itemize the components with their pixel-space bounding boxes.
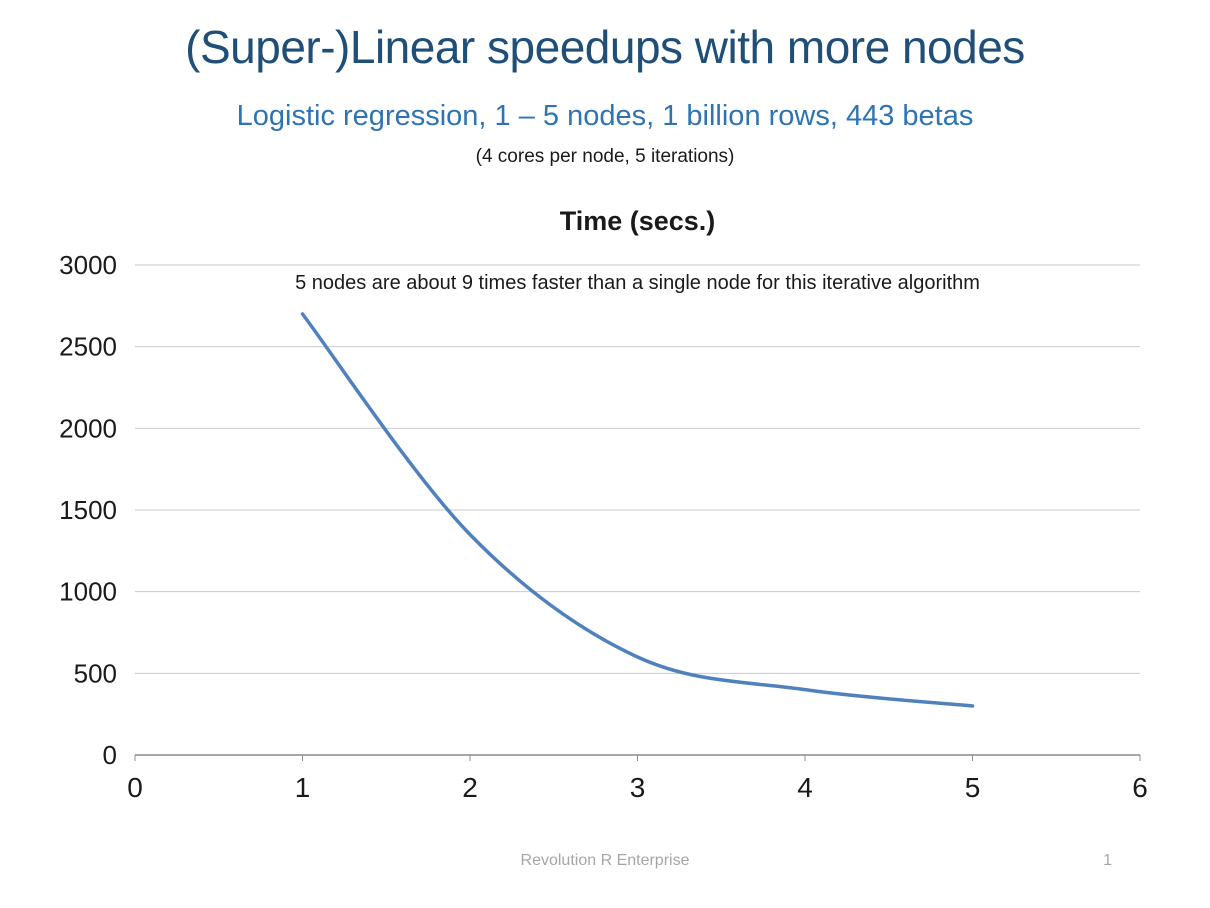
svg-text:2500: 2500 bbox=[59, 332, 117, 362]
svg-text:1500: 1500 bbox=[59, 495, 117, 525]
svg-text:500: 500 bbox=[74, 658, 117, 688]
svg-text:2000: 2000 bbox=[59, 413, 117, 443]
svg-text:3: 3 bbox=[630, 772, 646, 803]
slide-title: (Super-)Linear speedups with more nodes bbox=[185, 21, 1025, 73]
footer-text: Revolution R Enterprise bbox=[520, 852, 690, 869]
chart-annotation: 5 nodes are about 9 times faster than a … bbox=[295, 272, 980, 294]
svg-text:5: 5 bbox=[965, 772, 981, 803]
svg-text:4: 4 bbox=[797, 772, 813, 803]
chart-title: Time (secs.) bbox=[559, 206, 716, 236]
svg-text:2: 2 bbox=[462, 772, 478, 803]
page-number: 1 bbox=[1103, 852, 1112, 869]
svg-text:1000: 1000 bbox=[59, 577, 117, 607]
svg-text:0: 0 bbox=[127, 772, 143, 803]
svg-text:3000: 3000 bbox=[59, 250, 117, 280]
svg-text:1: 1 bbox=[295, 772, 311, 803]
svg-text:6: 6 bbox=[1132, 772, 1148, 803]
slide-note: (4 cores per node, 5 iterations) bbox=[475, 146, 735, 167]
svg-text:0: 0 bbox=[103, 740, 117, 770]
slide-subtitle: Logistic regression, 1 – 5 nodes, 1 bill… bbox=[236, 100, 974, 132]
